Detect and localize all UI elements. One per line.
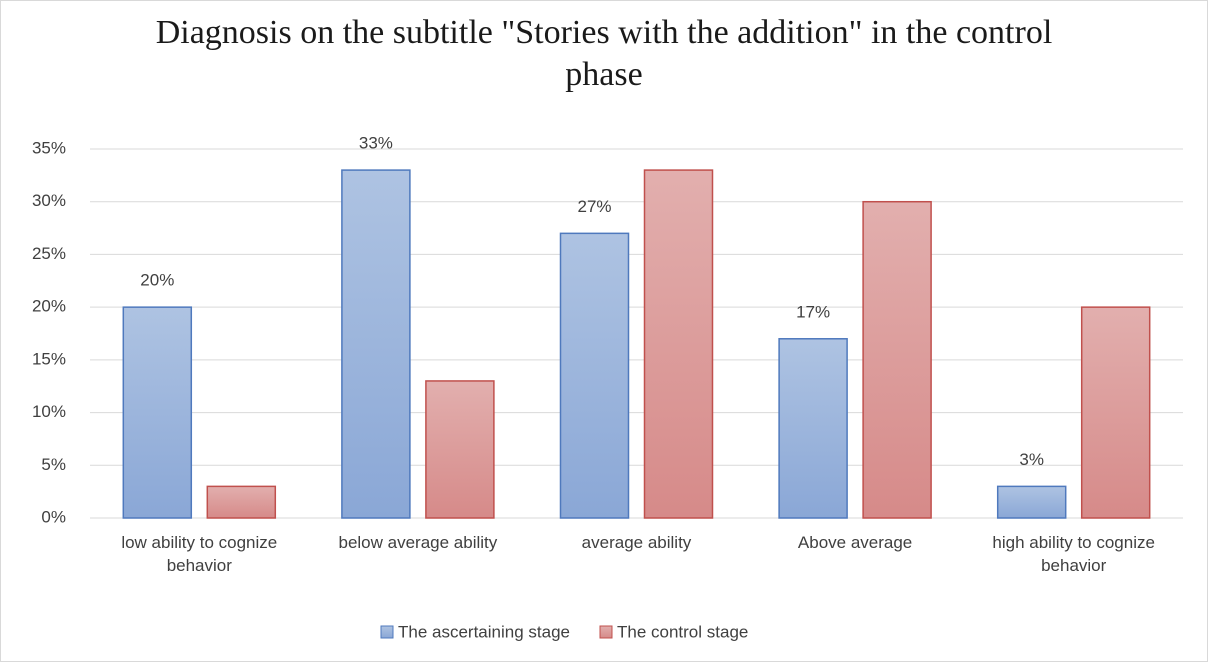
chart-title: Diagnosis on the subtitle "Stories with … (155, 14, 1053, 93)
bar (1080, 306, 1151, 519)
bar (425, 380, 495, 519)
y-tick-label: 20% (32, 297, 66, 316)
bar (778, 338, 848, 519)
bar (862, 200, 932, 519)
y-tick-label: 10% (32, 402, 66, 421)
y-tick-label: 5% (41, 455, 66, 474)
legend-swatch (599, 625, 613, 639)
data-label: 33% (359, 134, 393, 153)
data-label: 17% (796, 302, 830, 321)
x-tick-label: low ability to cognize behavior (121, 533, 278, 575)
x-tick-label: Above average (797, 533, 913, 552)
data-label: 3% (1019, 450, 1044, 469)
data-label: 20% (140, 271, 174, 290)
bar (122, 306, 193, 519)
x-tick-label: below average ability (338, 533, 498, 552)
bar (341, 169, 411, 519)
y-tick-label: 15% (32, 349, 66, 368)
legend-label: The ascertaining stage (398, 622, 570, 641)
legend-label: The control stage (617, 622, 748, 641)
y-tick-label: 35% (32, 138, 66, 157)
data-label: 27% (577, 197, 611, 216)
legend-swatch (380, 625, 394, 639)
bar (996, 485, 1067, 519)
y-tick-label: 30% (32, 191, 66, 210)
bar (559, 232, 630, 519)
y-tick-label: 0% (41, 507, 66, 526)
x-tick-label: high ability to cognize behavior (992, 533, 1155, 575)
y-tick-label: 25% (32, 244, 66, 263)
x-tick-label: average ability (581, 533, 692, 552)
bar (643, 169, 714, 519)
bar (206, 485, 277, 519)
